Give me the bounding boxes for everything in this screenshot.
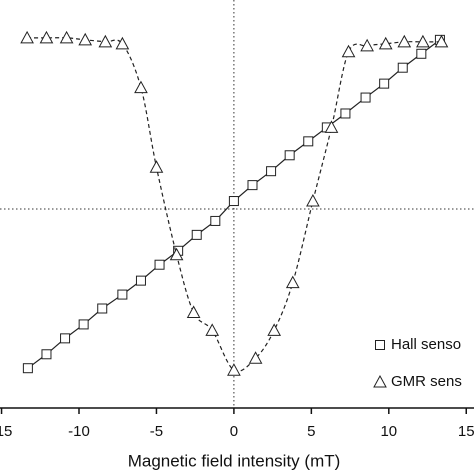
x-tick-label: -10 bbox=[68, 423, 90, 440]
data-point bbox=[248, 351, 263, 364]
data-point bbox=[360, 38, 374, 52]
data-point bbox=[247, 180, 258, 191]
data-point bbox=[186, 305, 201, 318]
data-point bbox=[416, 48, 427, 59]
x-tick-label: 0 bbox=[230, 423, 238, 440]
data-point bbox=[205, 323, 220, 336]
data-point bbox=[98, 34, 113, 48]
legend-marker bbox=[373, 374, 387, 388]
data-point bbox=[97, 303, 108, 314]
data-point bbox=[60, 333, 71, 344]
x-tick-label: 5 bbox=[307, 423, 315, 440]
data-point bbox=[397, 34, 412, 48]
x-tick-label: -5 bbox=[150, 423, 163, 440]
data-point bbox=[135, 275, 146, 286]
data-point bbox=[303, 136, 314, 147]
x-tick-label: 10 bbox=[380, 423, 397, 440]
data-point bbox=[341, 44, 356, 58]
data-point bbox=[191, 229, 202, 240]
data-point bbox=[266, 166, 277, 177]
data-point bbox=[169, 247, 184, 261]
data-point bbox=[154, 259, 165, 270]
data-point bbox=[285, 275, 300, 289]
data-point bbox=[379, 78, 390, 89]
data-point bbox=[227, 363, 241, 376]
legend: Hall senso GMR sens bbox=[373, 336, 462, 390]
data-point bbox=[267, 323, 282, 336]
data-point bbox=[149, 160, 164, 173]
x-tick-label: -15 bbox=[0, 423, 12, 440]
data-point bbox=[20, 30, 34, 44]
data-point bbox=[115, 36, 130, 50]
data-point bbox=[228, 196, 239, 207]
data-point bbox=[41, 349, 52, 360]
data-point bbox=[378, 36, 393, 50]
data-point bbox=[78, 319, 89, 330]
data-point bbox=[210, 215, 221, 226]
data-point bbox=[360, 92, 371, 103]
data-point bbox=[59, 30, 74, 44]
x-axis-label: Magnetic field intensity (mT) bbox=[128, 451, 341, 470]
data-point bbox=[117, 289, 128, 300]
data-point bbox=[434, 34, 449, 48]
data-point bbox=[340, 108, 351, 119]
data-point bbox=[397, 62, 408, 73]
data-point bbox=[134, 80, 148, 94]
x-tick-label: 15 bbox=[458, 423, 474, 440]
legend-marker bbox=[375, 340, 385, 350]
data-point bbox=[284, 150, 295, 161]
data-point bbox=[416, 34, 430, 48]
data-point bbox=[324, 120, 339, 133]
data-point bbox=[39, 30, 54, 44]
legend-label: GMR sens bbox=[391, 373, 462, 390]
data-point bbox=[22, 363, 33, 374]
legend-label: Hall senso bbox=[391, 336, 461, 353]
data-point bbox=[78, 32, 93, 46]
data-point bbox=[306, 193, 320, 207]
